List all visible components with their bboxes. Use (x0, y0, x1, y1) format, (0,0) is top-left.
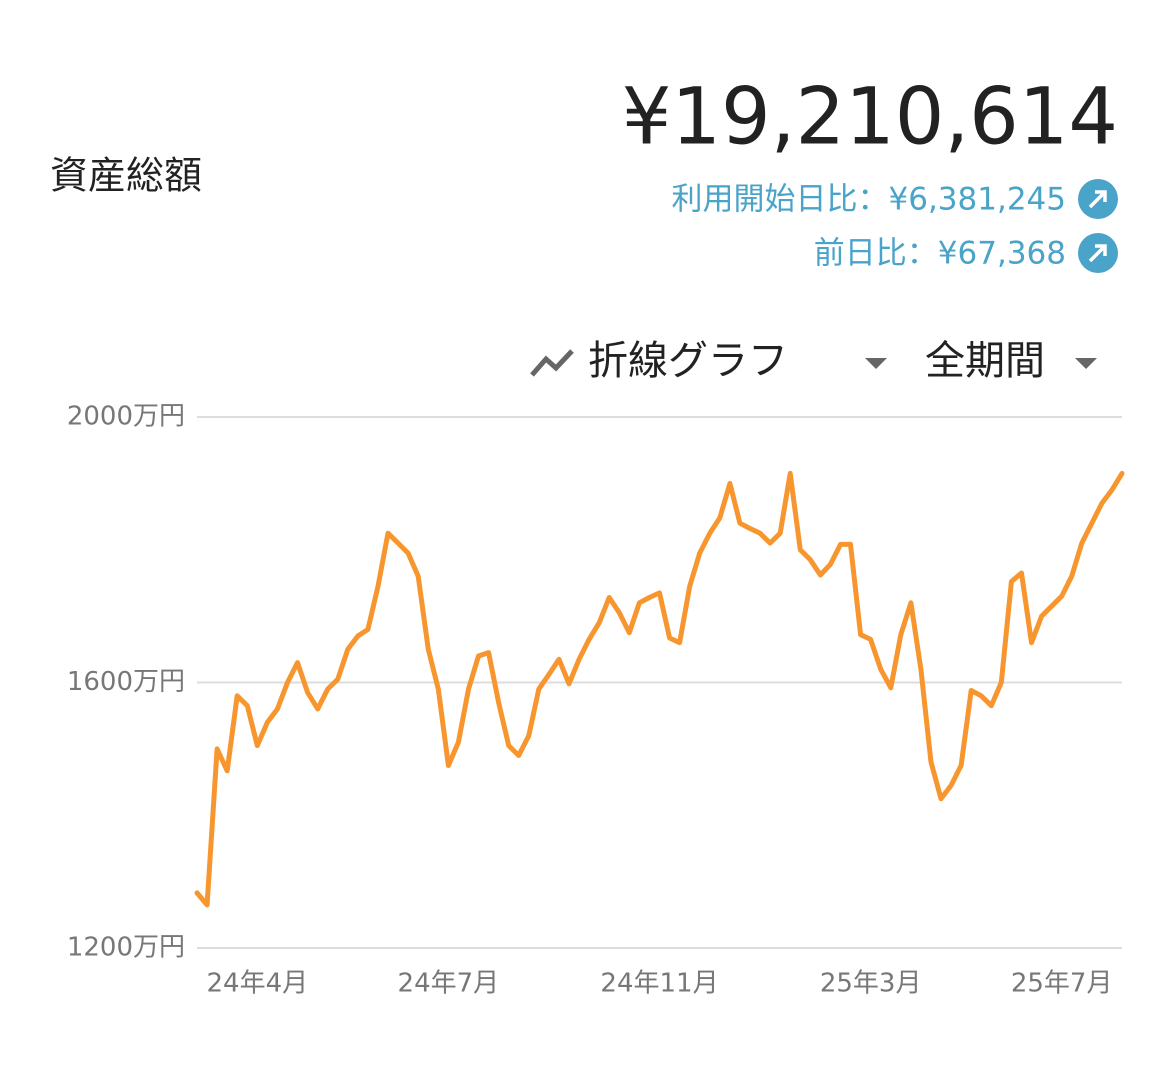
comparison-start: 利用開始日比：¥6,381,245 (672, 182, 1067, 218)
x-tick-label: 25年7月 (1011, 969, 1113, 999)
x-tick-label: 24年11月 (600, 969, 718, 999)
x-tick-label: 25年3月 (820, 969, 922, 999)
y-tick-label: 1600万円 (67, 667, 185, 697)
chart: 1200万円 1600万円 2000万円 24年4月 24年7月 24年11月 25年3月 2… (67, 402, 1125, 999)
comparison-day: 前日比：¥67,368 (814, 236, 1066, 272)
y-tick-label: 1200万円 (67, 933, 185, 963)
dropdown-arrow (865, 358, 887, 369)
chart-type-dropdown[interactable]: 折線グラフ (530, 338, 887, 384)
y-tick-label: 2000万円 (67, 402, 185, 432)
period[interactable]: 全期間 (925, 338, 1045, 384)
line-icon (530, 349, 574, 377)
asset-total: ¥19,210,614 (622, 72, 1118, 162)
up-icon (1078, 233, 1118, 273)
up-icon (1078, 179, 1118, 219)
series-line (194, 470, 1125, 908)
dropdown-arrow (1075, 358, 1097, 369)
x-tick-label: 24年7月 (398, 969, 500, 999)
period-dropdown[interactable]: 全期間 (925, 338, 1097, 384)
chart-type[interactable]: 折線グラフ (588, 338, 788, 384)
x-tick-label: 24年4月 (207, 969, 309, 999)
asset-label: 資産総額 (50, 154, 202, 198)
